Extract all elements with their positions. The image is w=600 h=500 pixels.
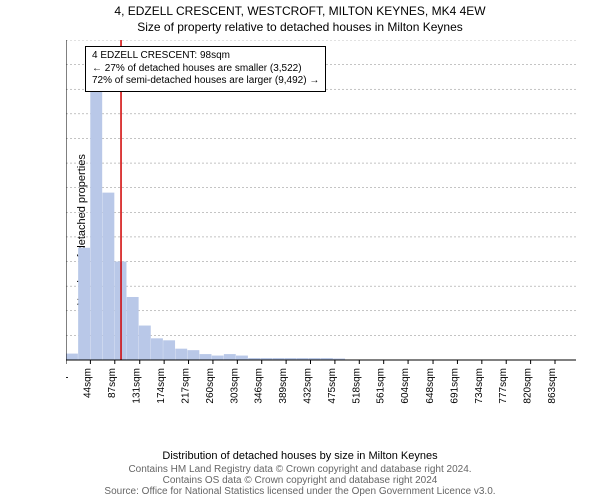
callout-line-1: 4 EDZELL CRESCENT: 98sqm	[92, 50, 319, 63]
bar	[200, 354, 212, 360]
svg-text:217sqm: 217sqm	[181, 368, 192, 404]
footer-line-1: Contains HM Land Registry data © Crown c…	[0, 464, 600, 475]
chart-subtitle: Size of property relative to detached ho…	[0, 20, 600, 34]
chart-container: 4, EDZELL CRESCENT, WESTCROFT, MILTON KE…	[0, 0, 600, 500]
bar	[163, 340, 175, 360]
svg-text:432sqm: 432sqm	[303, 368, 314, 404]
svg-text:691sqm: 691sqm	[449, 368, 460, 404]
svg-text:518sqm: 518sqm	[351, 368, 362, 404]
svg-text:863sqm: 863sqm	[547, 368, 558, 404]
bar	[151, 338, 163, 360]
footer-line-3: Source: Office for National Statistics l…	[0, 486, 600, 497]
svg-text:44sqm: 44sqm	[82, 368, 93, 398]
svg-text:475sqm: 475sqm	[327, 368, 338, 404]
svg-text:303sqm: 303sqm	[229, 368, 240, 404]
bar	[139, 326, 151, 360]
callout-box: 4 EDZELL CRESCENT: 98sqm ← 27% of detach…	[85, 46, 326, 92]
svg-text:561sqm: 561sqm	[376, 368, 387, 404]
chart-title-address: 4, EDZELL CRESCENT, WESTCROFT, MILTON KE…	[0, 4, 600, 18]
svg-text:87sqm: 87sqm	[107, 368, 118, 398]
svg-text:1sqm: 1sqm	[66, 368, 69, 392]
svg-text:734sqm: 734sqm	[474, 368, 485, 404]
bar	[127, 297, 139, 360]
svg-text:820sqm: 820sqm	[523, 368, 534, 404]
bar	[175, 349, 187, 360]
svg-text:346sqm: 346sqm	[254, 368, 265, 404]
bar	[212, 356, 224, 360]
footer-attribution: Contains HM Land Registry data © Crown c…	[0, 464, 600, 497]
bar	[187, 350, 199, 360]
svg-text:604sqm: 604sqm	[400, 368, 411, 404]
svg-text:131sqm: 131sqm	[132, 368, 143, 404]
bars-group	[66, 73, 345, 360]
svg-text:389sqm: 389sqm	[278, 368, 289, 404]
svg-text:260sqm: 260sqm	[205, 368, 216, 404]
bar	[78, 248, 90, 360]
svg-text:174sqm: 174sqm	[156, 368, 167, 404]
svg-text:777sqm: 777sqm	[498, 368, 509, 404]
svg-text:648sqm: 648sqm	[425, 368, 436, 404]
callout-line-3: 72% of semi-detached houses are larger (…	[92, 75, 319, 88]
x-ticks: 1sqm 44sqm 87sqm 131sqm 174sqm 217sqm 260sqm 30…	[66, 360, 558, 404]
footer-line-2: Contains OS data © Crown copyright and d…	[0, 475, 600, 486]
bar	[66, 354, 78, 360]
x-axis-label: Distribution of detached houses by size …	[0, 450, 600, 462]
bar	[236, 356, 248, 360]
bar	[224, 354, 236, 360]
bar	[90, 73, 102, 360]
chart-plot: 0500100015002000250030003500400045005000…	[66, 40, 576, 410]
callout-line-2: ← 27% of detached houses are smaller (3,…	[92, 63, 319, 76]
bar	[102, 193, 114, 360]
